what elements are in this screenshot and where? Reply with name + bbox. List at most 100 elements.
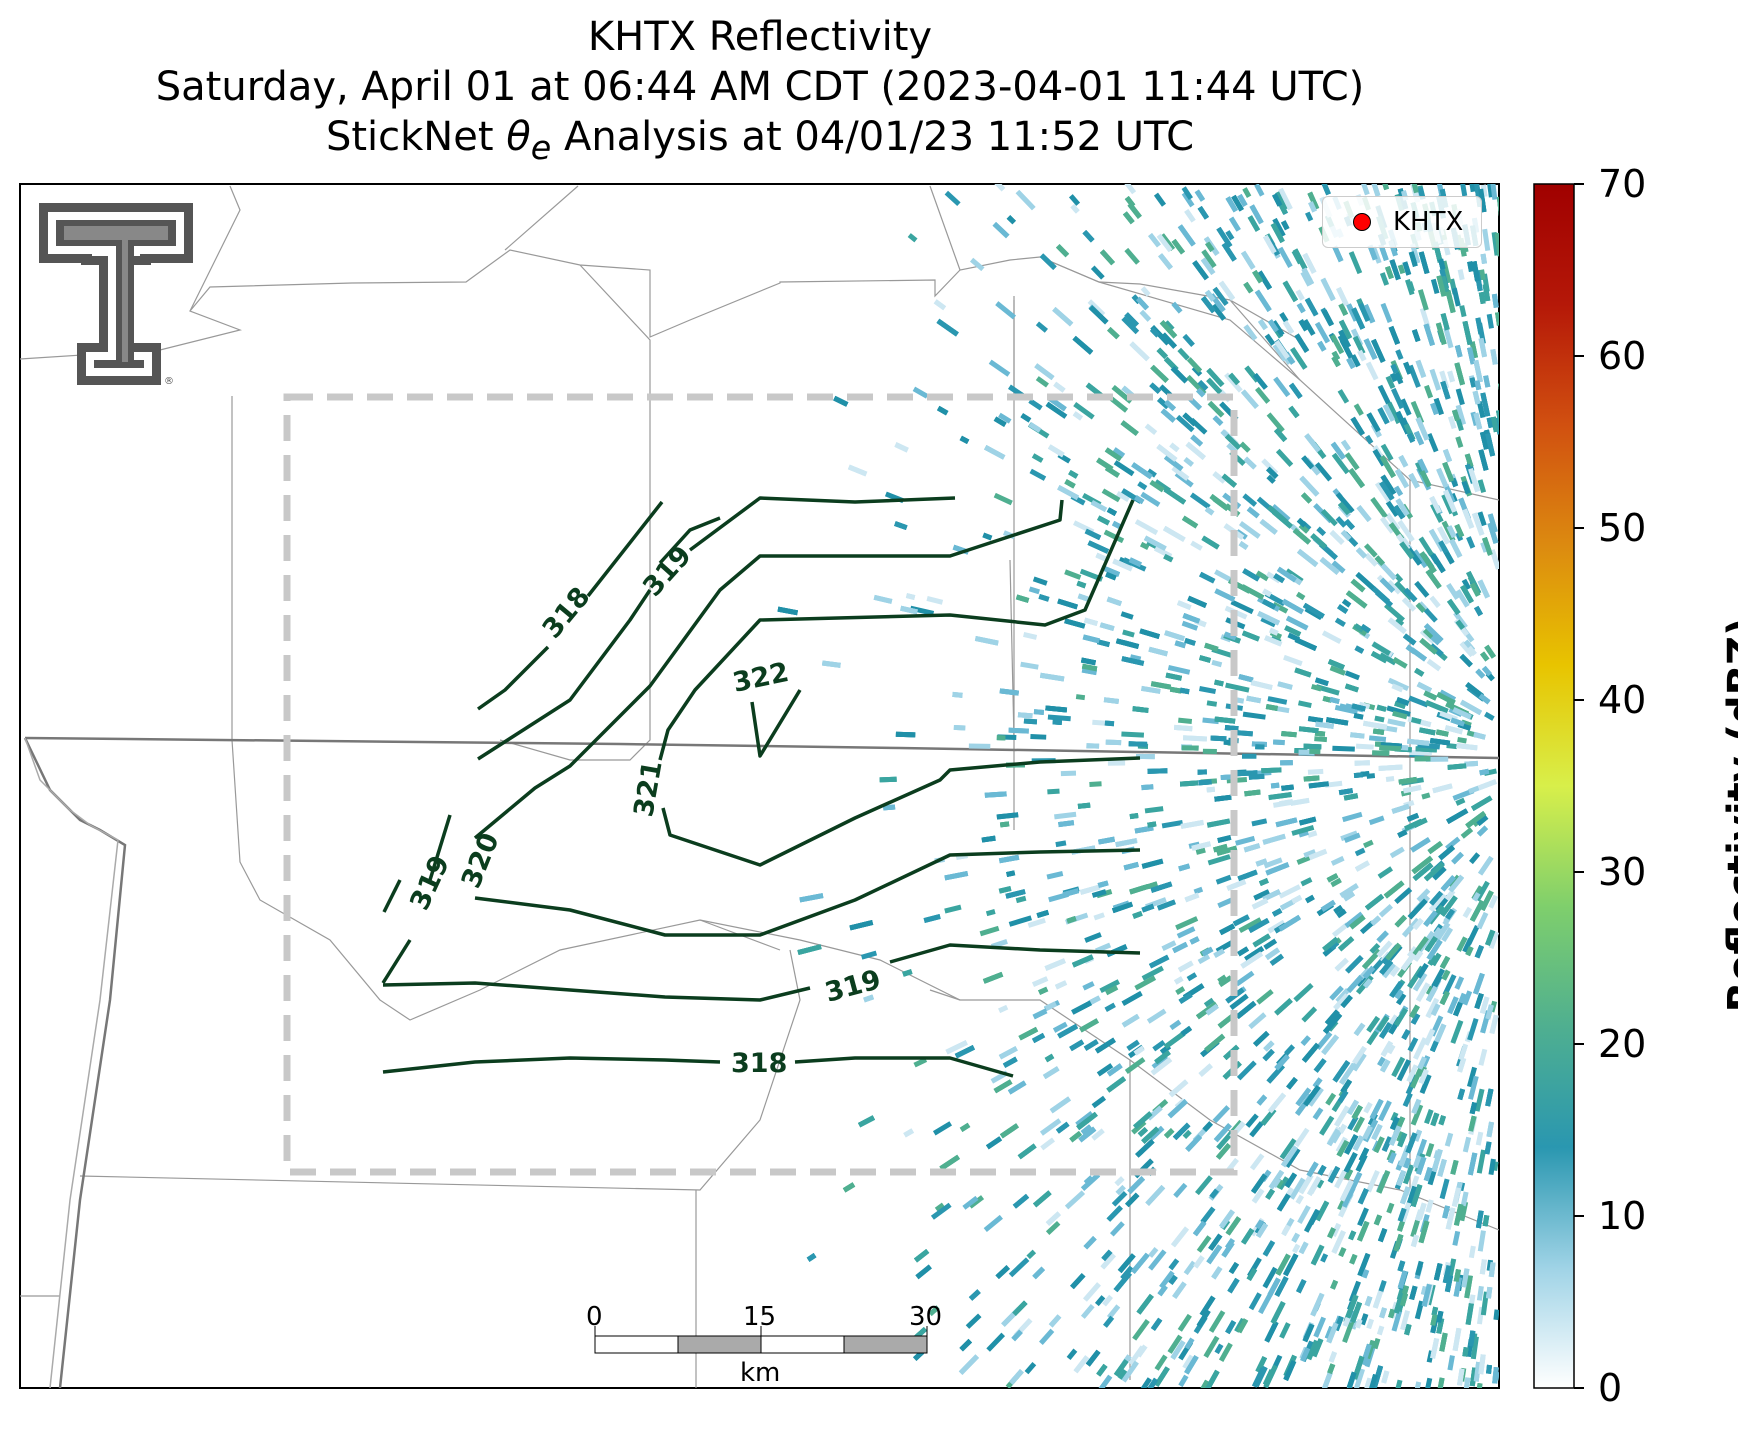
echo-gate	[1104, 1002, 1116, 1013]
echo-gate	[1397, 519, 1415, 543]
echo-gate	[1364, 552, 1378, 567]
echo-gate	[1251, 818, 1268, 827]
echo-gate	[1206, 786, 1215, 793]
echo-gate	[1452, 1230, 1461, 1246]
echo-gate	[1389, 372, 1398, 383]
echo-gate	[1181, 620, 1199, 631]
echo-gate	[1330, 855, 1345, 866]
echo-gate	[1131, 1120, 1147, 1135]
echo-gate	[1305, 211, 1314, 222]
echo-gate	[1421, 792, 1431, 800]
echo-gate	[1412, 972, 1428, 992]
echo-gate	[1029, 468, 1047, 481]
echo-gate	[1272, 217, 1286, 238]
echo-gate	[1225, 230, 1235, 241]
echo-gate	[1080, 1172, 1101, 1192]
echo-gate	[1370, 497, 1388, 519]
echo-gate	[1457, 269, 1465, 281]
echo-gate	[913, 1057, 928, 1068]
echo-gate	[1354, 760, 1370, 766]
echo-gate	[1031, 453, 1044, 463]
echo-gate	[1301, 1006, 1318, 1023]
echo-gate	[1263, 857, 1283, 869]
echo-gate	[1113, 460, 1135, 477]
echo-gate	[1384, 603, 1405, 623]
echo-gate	[1207, 854, 1231, 866]
echo-gate	[1202, 748, 1217, 755]
echo-gate	[1146, 468, 1157, 478]
echo-gate	[1325, 1092, 1337, 1106]
echo-gate	[1482, 228, 1491, 251]
echo-gate	[1377, 866, 1394, 879]
echo-gate	[1395, 349, 1404, 361]
echo-gate	[1329, 665, 1346, 676]
echo-gate	[1458, 1043, 1469, 1061]
echo-gate	[1181, 191, 1195, 208]
echo-gate	[1417, 289, 1429, 311]
echo-gate	[1418, 536, 1434, 557]
echo-gate	[1208, 1310, 1226, 1333]
echo-gate	[1486, 313, 1494, 329]
echo-gate	[1444, 1132, 1454, 1147]
echo-gate	[1055, 840, 1067, 848]
echo-gate	[1255, 744, 1265, 750]
scale-unit: km	[740, 1358, 781, 1388]
echo-gate	[1075, 694, 1086, 701]
echo-gate	[1394, 1379, 1403, 1388]
echo-gate	[1331, 922, 1349, 938]
echo-gate	[1229, 993, 1249, 1010]
echo-gate	[1493, 1309, 1499, 1321]
echo-gate	[1390, 1111, 1399, 1122]
echo-gate	[1214, 569, 1232, 582]
echo-gate	[1426, 432, 1439, 453]
echo-gate	[1109, 1221, 1125, 1237]
echo-gate	[1270, 782, 1280, 789]
echo-gate	[1387, 718, 1406, 728]
echo-gate	[1182, 333, 1195, 347]
echo-gate	[1455, 436, 1464, 448]
echo-gate	[1181, 186, 1193, 200]
echo-gate	[1391, 1309, 1403, 1332]
echo-gate	[1447, 415, 1457, 430]
echo-gate	[1267, 696, 1288, 705]
echo-gate	[926, 596, 944, 605]
echo-gate	[995, 301, 1017, 320]
echo-gate	[1416, 888, 1431, 903]
echo-gate	[1368, 815, 1385, 826]
echo-gate	[1355, 743, 1374, 750]
echo-gate	[1344, 911, 1364, 929]
echo-gate	[1064, 1190, 1086, 1210]
echo-gate	[1475, 1131, 1484, 1146]
echo-gate	[1423, 607, 1438, 623]
echo-gate	[1298, 523, 1310, 534]
echo-gate	[1474, 1088, 1485, 1112]
echo-gate	[1374, 715, 1385, 723]
colorbar-tick-label: 60	[1598, 334, 1647, 378]
echo-gate	[1248, 1292, 1262, 1311]
echo-gate	[1084, 932, 1102, 943]
echo-gate	[952, 691, 963, 698]
echo-gate	[1254, 184, 1265, 197]
echo-gate	[1334, 617, 1346, 628]
echo-gate	[1178, 717, 1193, 724]
colorbar-tick-label: 0	[1598, 1366, 1623, 1410]
echo-gate	[1278, 884, 1301, 899]
echo-gate	[1280, 760, 1293, 766]
echo-gate	[1134, 975, 1157, 991]
echo-gate	[1302, 318, 1316, 336]
echo-gate	[1087, 299, 1106, 317]
echo-gate	[1273, 739, 1285, 746]
echo-gate	[1159, 1270, 1175, 1289]
echo-gate	[1214, 1343, 1224, 1355]
echo-gate	[1297, 1205, 1311, 1225]
echo-gate	[1101, 488, 1121, 503]
echo-gate	[1116, 491, 1130, 503]
echo-gate	[1396, 1059, 1412, 1082]
echo-gate	[1236, 770, 1258, 777]
echo-gate	[1452, 788, 1475, 801]
echo-gate	[1313, 1316, 1327, 1338]
echo-gate	[1035, 321, 1048, 333]
echo-gate	[1255, 386, 1271, 404]
echo-gate	[1457, 736, 1467, 744]
echo-gate	[1410, 243, 1421, 264]
